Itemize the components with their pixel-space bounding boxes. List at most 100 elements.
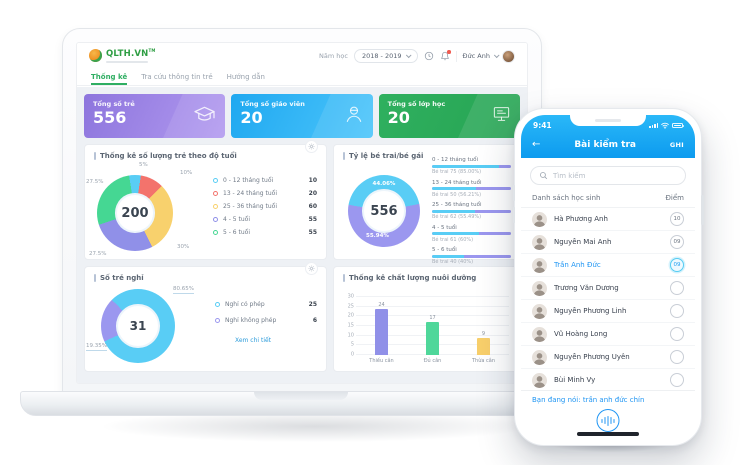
absence-donut-chart: 31 (101, 289, 175, 363)
student-name: Nguyễn Mai Anh (554, 238, 612, 246)
year-label: Năm học (319, 52, 348, 60)
speaker-slot (595, 119, 621, 122)
student-avatar (532, 303, 547, 319)
student-row[interactable]: Trần Anh Đức 09 (521, 254, 695, 277)
student-list: Hà Phương Anh 10 Nguyễn Mai Anh 09 Trần Anh … (521, 208, 695, 390)
score-circle[interactable] (670, 327, 684, 341)
phone-navbar: ← Bài kiểm tra GHI (521, 132, 695, 158)
score-circle[interactable]: 10 (670, 212, 684, 226)
breakdown-item: 25 - 36 tháng tuổi Bé trai 62 (55.49%) (432, 202, 511, 220)
donut-center-value: 200 (121, 205, 149, 221)
legend-label: 25 - 36 tháng tuổi (223, 203, 277, 210)
pct-label: 30% (177, 244, 190, 250)
stat-card-value: 20 (387, 108, 410, 127)
view-details-link[interactable]: Xem chi tiết (235, 337, 272, 344)
clock-icon[interactable] (424, 51, 434, 61)
panel-title: Số trẻ nghỉ (94, 274, 317, 282)
student-row[interactable]: Bùi Minh Vy (521, 369, 695, 390)
score-circle[interactable]: 09 (670, 235, 684, 249)
school-year-value: 2018 - 2019 (361, 52, 402, 60)
legend-label: 13 - 24 tháng tuổi (223, 190, 277, 197)
wifi-icon (661, 122, 669, 129)
bar (426, 322, 439, 355)
stat-card-label: Tổng số lớp học (387, 100, 446, 108)
tab-1[interactable]: Thống kê (91, 73, 128, 85)
home-indicator[interactable] (577, 432, 639, 436)
gridline: 20 (348, 313, 509, 319)
student-avatar (532, 211, 547, 227)
score-circle[interactable] (670, 373, 684, 387)
legend-ring-icon (213, 217, 218, 222)
legend-item: 5 - 6 tuổi 55 (213, 229, 317, 236)
chevron-down-icon (405, 52, 412, 59)
back-arrow-icon[interactable]: ← (532, 139, 541, 150)
bar-value-label: 24 (378, 301, 385, 308)
tab-2[interactable]: Tra cứu thông tin trẻ (141, 73, 213, 81)
student-row[interactable]: Nguyễn Phương Linh (521, 300, 695, 323)
legend-ring-icon (215, 302, 220, 307)
tab-3[interactable]: Hướng dẫn (226, 73, 265, 81)
power-button (701, 195, 704, 225)
breakdown-detail: Bé trai 50 (56.21%) (432, 191, 482, 198)
user-menu[interactable]: Đức Anh (463, 49, 515, 63)
score-circle[interactable] (670, 281, 684, 295)
user-avatar[interactable] (502, 49, 515, 63)
breakdown-item: 4 - 5 tuổi Bé trai 61 (60%) (432, 225, 511, 243)
voice-record-button[interactable] (596, 409, 620, 432)
breakdown-bar-fill (432, 164, 500, 168)
student-row[interactable]: Vũ Hoàng Long (521, 323, 695, 346)
score-circle[interactable] (670, 304, 684, 318)
breakdown-bar (432, 164, 511, 168)
student-row[interactable]: Trương Văn Dương (521, 277, 695, 300)
legend-label: 4 - 5 tuổi (223, 216, 251, 223)
panel-age-statistics: Thống kê số lượng trẻ theo độ tuổi 200 5… (84, 140, 327, 260)
student-avatar (532, 349, 547, 365)
topbar-controls: Năm học 2018 - 2019 Đức Anh (319, 49, 515, 63)
y-axis-tick: 5 (350, 341, 354, 348)
search-input[interactable]: Tìm kiếm (530, 166, 686, 185)
donut-center-value: 31 (129, 319, 147, 333)
legend-label: Nghỉ không phép (225, 317, 277, 324)
breakdown-label: 13 - 24 tháng tuổi (432, 179, 482, 186)
student-row[interactable]: Nguyễn Phương Uyên (521, 346, 695, 369)
breakdown-bar-fill (432, 232, 480, 235)
student-row[interactable]: Hà Phương Anh 10 (521, 208, 695, 231)
bar-value-label: 17 (429, 315, 436, 322)
logo-tm: TM (148, 48, 156, 54)
panel-settings-button[interactable] (305, 262, 318, 275)
bell-icon[interactable] (440, 50, 451, 61)
phone-page-title: Bài kiểm tra (574, 140, 636, 150)
panel-gender-ratio: Tỷ lệ bé trai/bé gái 556 44.06% 55.94% 0 … (333, 144, 520, 265)
pct-label: 5% (139, 162, 148, 168)
record-button[interactable]: GHI (669, 141, 684, 149)
legend-value: 55 (308, 229, 317, 236)
y-axis-tick: 10 (347, 332, 354, 339)
bar-category-label: Đủ cân (423, 358, 442, 364)
score-circle[interactable] (670, 350, 684, 364)
breakdown-bar (432, 254, 511, 258)
bar (375, 308, 388, 355)
logo-tagline (106, 60, 148, 63)
bar-column: 24 Thiếu cân (369, 297, 393, 364)
list-title: Danh sách học sinh (532, 194, 601, 202)
classroom-icon (492, 105, 511, 127)
laptop-base (20, 391, 582, 416)
legend-value: 55 (308, 216, 317, 223)
volume-up-button (512, 185, 515, 201)
gridline: 30 (348, 294, 509, 300)
legend-item: 4 - 5 tuổi 55 (213, 216, 317, 223)
student-row[interactable]: Nguyễn Mai Anh 09 (521, 231, 695, 254)
status-time: 9:41 (533, 121, 552, 130)
student-avatar (532, 257, 547, 273)
pct-label: 80.65% (173, 286, 194, 294)
score-circle[interactable]: 09 (670, 258, 684, 272)
student-name: Nguyễn Phương Linh (554, 307, 627, 315)
panel-settings-button[interactable] (305, 140, 318, 153)
school-year-dropdown[interactable]: 2018 - 2019 (353, 49, 418, 63)
volume-down-button (512, 207, 515, 223)
breakdown-bar (432, 209, 511, 213)
dashboard-content: Tổng số trẻ 556 Tổng số giáo viên 20 Tổng số… (77, 87, 527, 383)
y-axis-tick: 25 (347, 303, 354, 310)
breakdown-detail: Bé trai 62 (55.49%) (432, 214, 482, 220)
logo-icon (89, 49, 102, 63)
